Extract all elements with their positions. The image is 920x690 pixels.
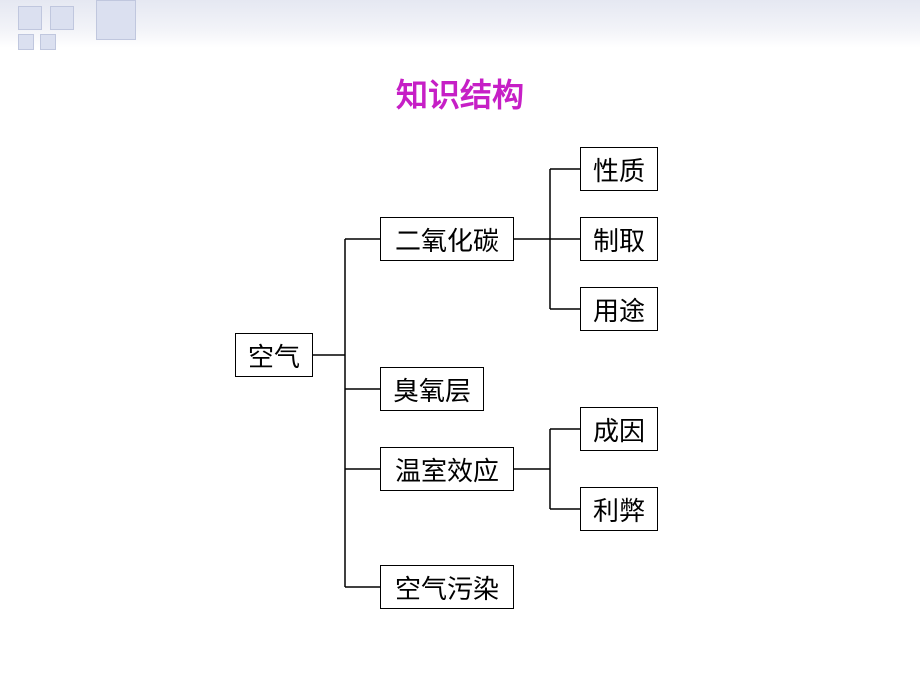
tree-node-ozone: 臭氧层 [380, 367, 484, 411]
decor-square [40, 34, 56, 50]
tree-node-proscons: 利弊 [580, 487, 658, 531]
tree-node-prop: 性质 [580, 147, 658, 191]
tree-node-cause: 成因 [580, 407, 658, 451]
decor-square [18, 34, 34, 50]
decor-squares [0, 0, 180, 48]
tree-node-use: 用途 [580, 287, 658, 331]
decor-square [18, 6, 42, 30]
tree-chart: 空气 二氧化碳臭氧层温室效应空气污染 性质制取用途成因利弊 [235, 135, 795, 645]
decor-square [50, 6, 74, 30]
tree-node-make: 制取 [580, 217, 658, 261]
page-title: 知识结构 [0, 70, 920, 116]
tree-node-co2: 二氧化碳 [380, 217, 514, 261]
tree-node-poll: 空气污染 [380, 565, 514, 609]
tree-node-green: 温室效应 [380, 447, 514, 491]
decor-square [96, 0, 136, 40]
tree-node-root: 空气 [235, 333, 313, 377]
tree-connectors [235, 135, 795, 645]
